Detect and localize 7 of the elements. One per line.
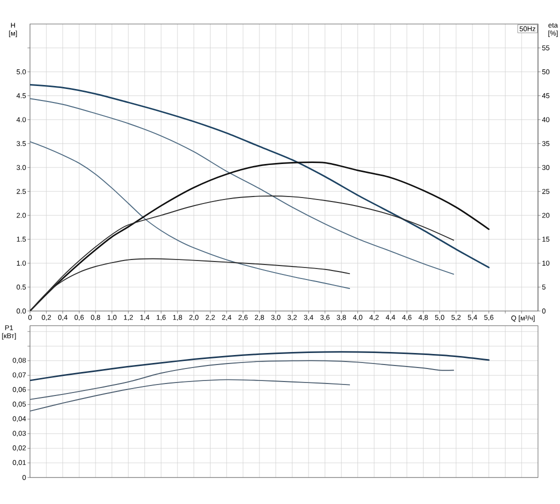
line-series <box>30 161 490 311</box>
line-series <box>30 84 490 268</box>
line-series <box>30 98 454 275</box>
line-series <box>30 379 350 412</box>
line-series <box>30 141 350 289</box>
line-series <box>30 351 490 382</box>
line-series <box>30 360 454 400</box>
